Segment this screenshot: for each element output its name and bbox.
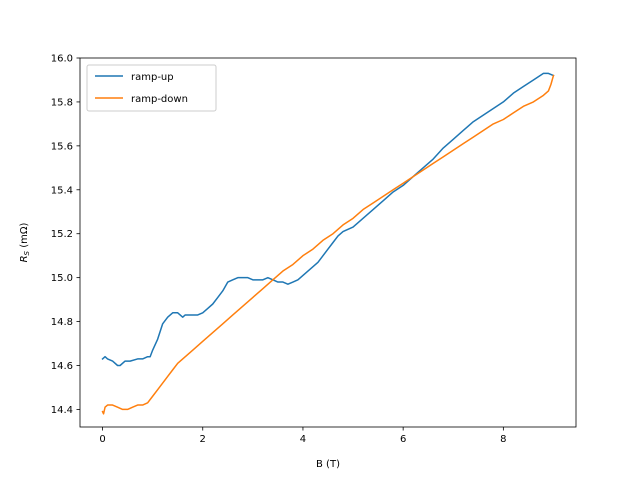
y-axis-label: RS (mΩ): [19, 223, 31, 263]
y-tick-label: 15.4: [51, 185, 73, 196]
y-axis-label-main: R: [19, 255, 30, 262]
axes-frame: [79, 57, 577, 428]
x-tick-label: 0: [99, 434, 105, 445]
y-tick-label: 15.0: [51, 273, 73, 284]
legend-label-ramp-down: ramp-down: [131, 94, 188, 105]
y-tick-label: 15.6: [51, 141, 73, 152]
legend: ramp-up ramp-down: [86, 64, 217, 112]
x-tick-label: 2: [200, 434, 206, 445]
series-line-ramp-down: [101, 74, 555, 415]
y-tick-label: 14.4: [51, 405, 73, 416]
y-axis-ticks: 14.4 14.6 14.8 15.0 15.2 15.4 15.6 15.8 16.0: [51, 54, 80, 416]
x-axis-ticks: 0 2 4 6 8: [99, 427, 507, 445]
plot-area: [79, 57, 577, 428]
y-tick-label: 14.6: [51, 361, 73, 372]
y-axis-label-subscript: S: [23, 250, 31, 255]
y-tick-label: 15.8: [51, 97, 73, 108]
y-tick-label: 16.0: [51, 54, 73, 65]
x-axis-label: B (T): [316, 459, 340, 470]
y-tick-label: 14.8: [51, 317, 73, 328]
series-layer: [101, 72, 555, 415]
y-tick-label: 15.2: [51, 229, 73, 240]
x-tick-label: 4: [300, 434, 306, 445]
legend-label-ramp-up: ramp-up: [131, 72, 174, 83]
y-axis-label-unit: (mΩ): [19, 223, 30, 251]
x-tick-label: 8: [500, 434, 506, 445]
x-tick-label: 6: [400, 434, 406, 445]
